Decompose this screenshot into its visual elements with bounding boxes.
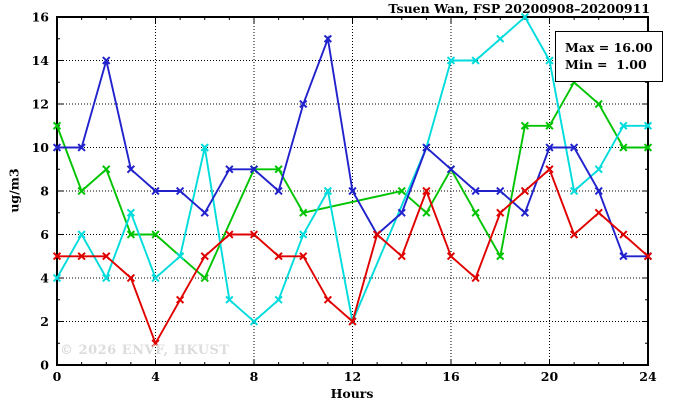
x-axis-label: Hours bbox=[330, 386, 374, 401]
red-series-markers bbox=[52, 165, 653, 348]
svg-text:4: 4 bbox=[151, 369, 160, 384]
svg-text:10: 10 bbox=[32, 140, 50, 155]
y-axis-label: ug/m3 bbox=[6, 168, 22, 213]
stats-min-label: Min = 1.00 bbox=[565, 57, 647, 72]
y-tick-labels: 0 2 4 6 8 10 12 14 16 bbox=[32, 10, 50, 373]
svg-text:12: 12 bbox=[344, 369, 361, 384]
svg-text:8: 8 bbox=[40, 184, 49, 199]
svg-text:4: 4 bbox=[40, 271, 49, 286]
svg-text:16: 16 bbox=[442, 369, 460, 384]
svg-text:14: 14 bbox=[32, 53, 50, 68]
svg-text:0: 0 bbox=[40, 358, 49, 373]
svg-text:20: 20 bbox=[541, 369, 559, 384]
svg-text:24: 24 bbox=[639, 369, 657, 384]
svg-text:12: 12 bbox=[32, 97, 49, 112]
stats-max-label: Max = 16.00 bbox=[565, 40, 653, 55]
stats-box: Max = 16.00 Min = 1.00 bbox=[555, 31, 663, 82]
chart-title: Tsuen Wan, FSP 20200908–20200911 bbox=[388, 1, 650, 16]
svg-text:6: 6 bbox=[40, 227, 49, 242]
x-tick-labels: 0 4 8 12 16 20 24 bbox=[53, 369, 657, 384]
svg-text:16: 16 bbox=[32, 10, 50, 25]
svg-text:0: 0 bbox=[53, 369, 62, 384]
plot-frame bbox=[56, 16, 649, 366]
red-series-line bbox=[52, 165, 653, 348]
blue-series-line bbox=[52, 34, 653, 261]
watermark: © 2026 ENVF, HKUST bbox=[60, 343, 230, 358]
svg-text:8: 8 bbox=[250, 369, 259, 384]
svg-text:2: 2 bbox=[40, 314, 49, 329]
